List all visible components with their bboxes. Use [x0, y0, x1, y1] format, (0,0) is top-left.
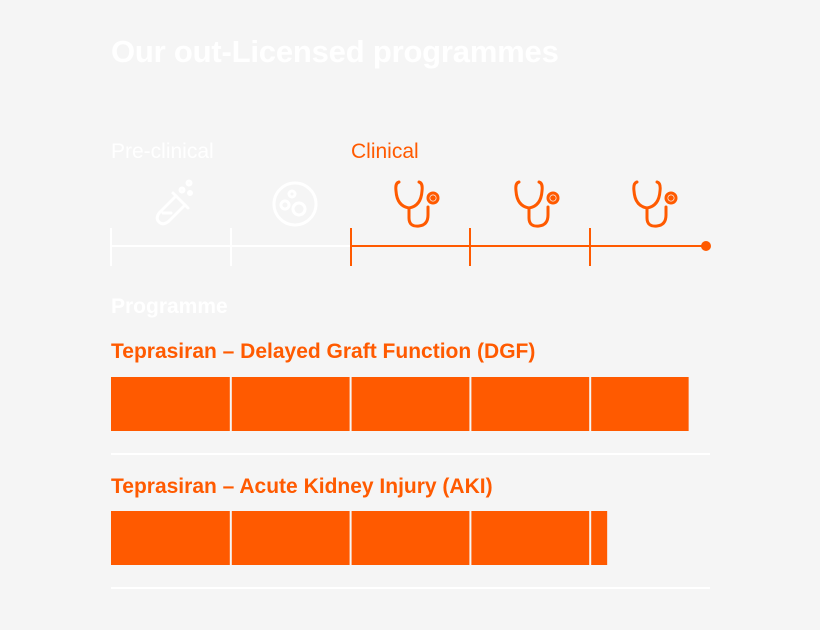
- programme-progress-bar: [111, 377, 689, 431]
- phase-timeline: [110, 228, 711, 266]
- page-title: Our out-Licensed programmes: [111, 34, 559, 69]
- bar-segment: [591, 377, 689, 431]
- bar-segment: [111, 511, 230, 565]
- timeline-end-dot: [701, 241, 711, 251]
- programme-progress-bar: [111, 511, 608, 565]
- row-divider: [111, 453, 710, 455]
- row-divider: [111, 587, 710, 589]
- phase-label-preclinical: Pre-clinical: [111, 140, 214, 163]
- bar-segment: [471, 511, 590, 565]
- stethoscope-icon: [394, 180, 440, 228]
- bar-segment: [111, 377, 230, 431]
- test-tube-icon: [155, 179, 193, 226]
- bar-segment: [591, 511, 608, 565]
- stethoscope-icon: [514, 180, 560, 228]
- bar-segment: [231, 511, 350, 565]
- programme-section-label: Programme: [111, 295, 228, 318]
- programme-name: Teprasiran – Acute Kidney Injury (AKI): [111, 475, 493, 498]
- programme-name: Teprasiran – Delayed Graft Function (DGF…: [111, 340, 536, 363]
- phase-label-clinical: Clinical: [351, 140, 419, 163]
- stethoscope-icon: [632, 180, 678, 228]
- petri-dish-icon: [272, 181, 318, 227]
- bar-segment: [351, 511, 470, 565]
- bar-segment: [471, 377, 590, 431]
- bar-segment: [351, 377, 470, 431]
- bar-segment: [231, 377, 350, 431]
